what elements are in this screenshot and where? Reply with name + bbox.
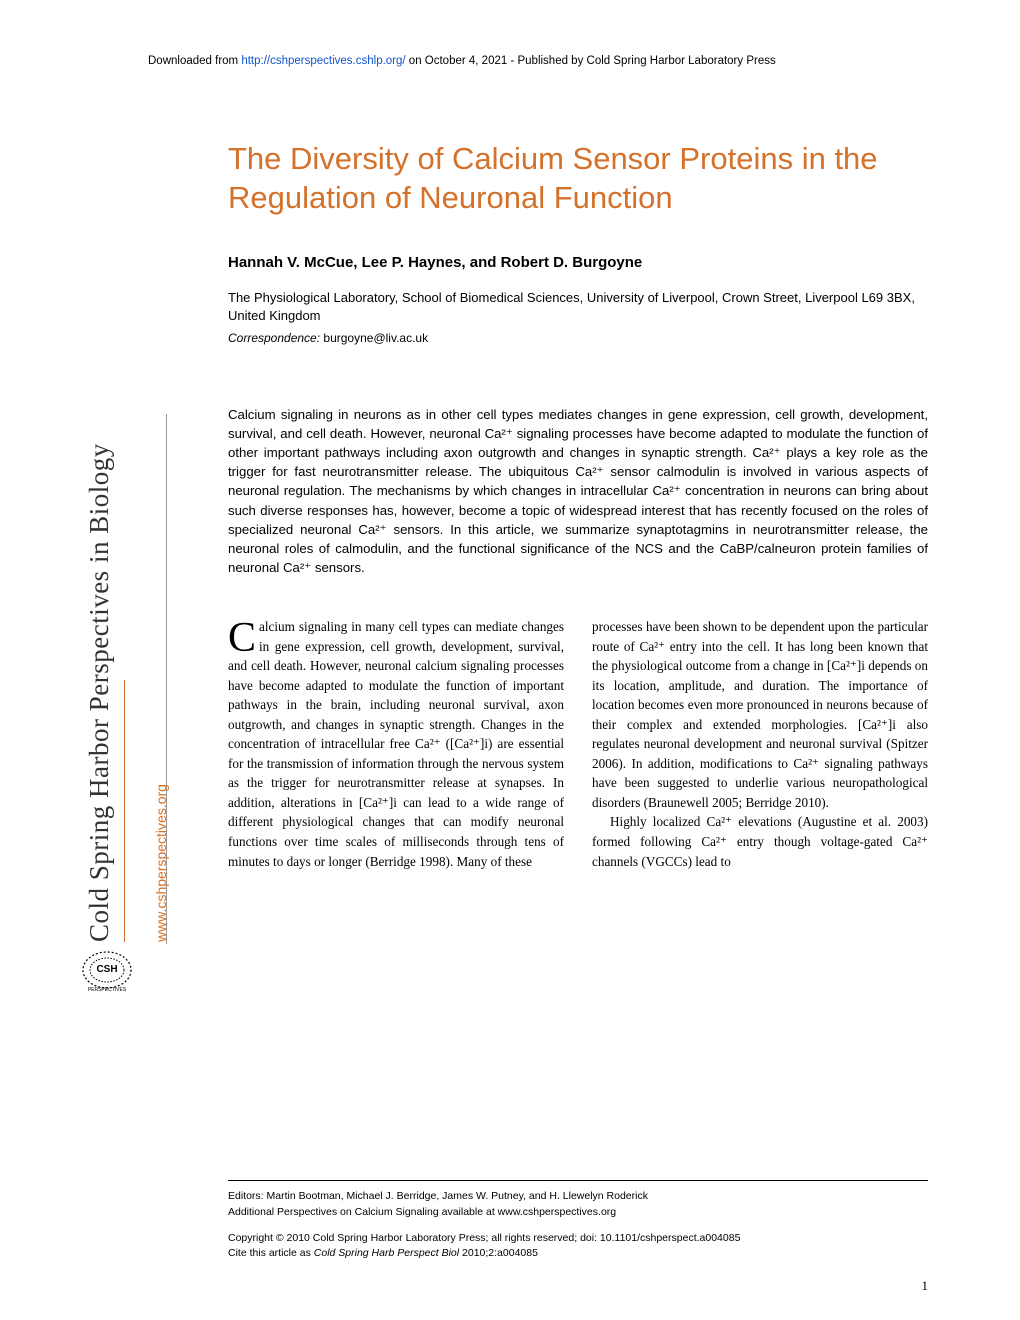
journal-url-vertical: www.cshperspectives.org bbox=[153, 784, 169, 942]
footer-additional: Additional Perspectives on Calcium Signa… bbox=[228, 1205, 928, 1221]
cite-journal: Cold Spring Harb Perspect Biol bbox=[314, 1247, 459, 1259]
article-affiliation: The Physiological Laboratory, School of … bbox=[228, 289, 928, 325]
correspondence-email: burgoyne@liv.ac.uk bbox=[323, 331, 428, 345]
cite-label: Cite this article as bbox=[228, 1247, 314, 1259]
article-abstract: Calcium signaling in neurons as in other… bbox=[228, 405, 928, 577]
logo-text-bottom: PERSPECTIVES bbox=[88, 987, 127, 993]
csh-logo: CSH PERSPECTIVES bbox=[78, 946, 136, 994]
body-para-1: Calcium signaling in many cell types can… bbox=[228, 617, 564, 871]
body-col1-text: alcium signaling in many cell types can … bbox=[228, 619, 564, 868]
correspondence-label: Correspondence: bbox=[228, 331, 320, 345]
page-number: 1 bbox=[922, 1278, 929, 1294]
cite-rest: 2010;2:a004085 bbox=[459, 1247, 538, 1259]
logo-text-top: CSH bbox=[96, 964, 117, 975]
dropcap: C bbox=[228, 617, 259, 655]
notice-prefix: Downloaded from bbox=[148, 55, 241, 67]
article-title: The Diversity of Calcium Sensor Proteins… bbox=[228, 140, 928, 218]
article-footer: Editors: Martin Bootman, Michael J. Berr… bbox=[228, 1180, 928, 1262]
body-col2-para2: Highly localized Ca²⁺ elevations (August… bbox=[592, 812, 928, 871]
notice-url-link[interactable]: http://cshperspectives.cshlp.org/ bbox=[241, 55, 405, 67]
footer-copyright: Copyright © 2010 Cold Spring Harbor Labo… bbox=[228, 1231, 928, 1247]
footer-divider bbox=[228, 1180, 928, 1181]
article-authors: Hannah V. McCue, Lee P. Haynes, and Robe… bbox=[228, 254, 928, 271]
body-column-right: processes have been shown to be dependen… bbox=[592, 617, 928, 871]
body-text-columns: Calcium signaling in many cell types can… bbox=[228, 617, 928, 871]
article-correspondence: Correspondence: burgoyne@liv.ac.uk bbox=[228, 331, 928, 345]
article-content: The Diversity of Calcium Sensor Proteins… bbox=[228, 140, 928, 871]
notice-suffix: on October 4, 2021 - Published by Cold S… bbox=[406, 55, 776, 67]
footer-editors: Editors: Martin Bootman, Michael J. Berr… bbox=[228, 1189, 928, 1205]
body-col2-para1: processes have been shown to be dependen… bbox=[592, 617, 928, 812]
footer-citation: Cite this article as Cold Spring Harb Pe… bbox=[228, 1246, 928, 1262]
sidebar-url-divider bbox=[124, 680, 125, 942]
download-notice: Downloaded from http://cshperspectives.c… bbox=[148, 55, 920, 67]
journal-name-vertical: Cold Spring Harbor Perspectives in Biolo… bbox=[84, 443, 115, 942]
body-column-left: Calcium signaling in many cell types can… bbox=[228, 617, 564, 871]
